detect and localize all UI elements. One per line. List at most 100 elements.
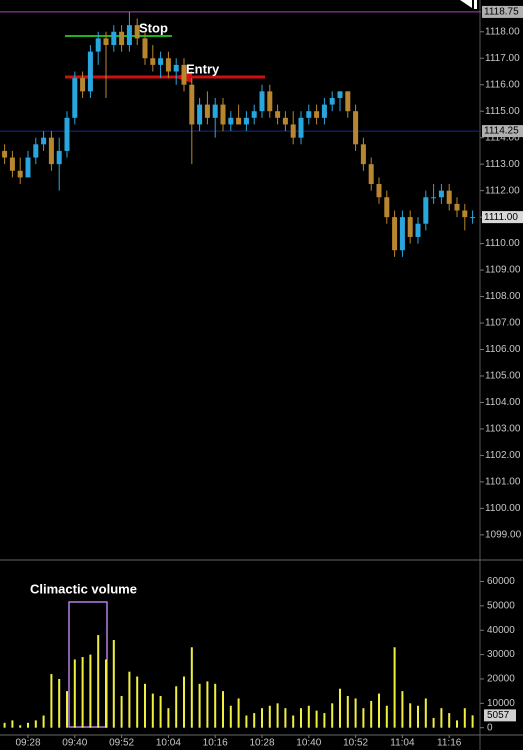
y-tick-label: 1106.00 (485, 344, 521, 355)
candle-body (56, 150, 62, 165)
volume-bar (151, 693, 154, 728)
candle-body (95, 38, 101, 52)
candle-body (329, 97, 335, 105)
y-tick-label: 0 (487, 722, 493, 733)
candle-body (181, 64, 187, 85)
y-tick-label: 10000 (487, 698, 515, 709)
volume-bar (136, 676, 139, 728)
x-tick-label: 10:28 (249, 738, 274, 749)
y-tick-label: 30000 (487, 649, 515, 660)
volume-bar (237, 698, 240, 728)
candle-body (298, 117, 304, 138)
volume-bar (112, 639, 115, 728)
volume-bar (331, 703, 334, 728)
x-tick-label: 09:28 (15, 738, 40, 749)
volume-bar (370, 700, 373, 728)
candle-body (87, 51, 93, 92)
price-label-box (482, 5, 523, 18)
candle-body (158, 58, 164, 65)
candle-body (438, 190, 444, 198)
candle-body (173, 64, 179, 72)
x-tick-label: 10:40 (296, 738, 321, 749)
last-volume-box (484, 709, 516, 722)
y-tick-label: 60000 (487, 576, 515, 587)
stop-label: Stop (139, 20, 168, 35)
y-tick-label: 1116.00 (485, 79, 520, 90)
y-tick-label: 1102.00 (485, 450, 521, 461)
volume-bar (268, 705, 271, 728)
volume-bar (385, 705, 388, 728)
y-tick-label: 1109.00 (485, 265, 521, 276)
last-price-label: 1111.00 (484, 212, 518, 223)
candle-body (431, 197, 437, 199)
candle-body (204, 104, 210, 118)
x-tick-label: 11:16 (437, 738, 462, 749)
y-tick-label: 1112.00 (485, 185, 520, 196)
price-label-box (482, 125, 523, 138)
volume-bar (159, 696, 162, 728)
candle-body (72, 78, 78, 118)
x-tick-label: 09:40 (62, 738, 87, 749)
candle-body (407, 217, 413, 237)
volume-bar (378, 693, 380, 728)
price-label: 1114.25 (484, 126, 519, 137)
volume-bar (409, 703, 412, 728)
volume-bar (120, 696, 123, 728)
volume-bar (300, 708, 302, 728)
y-tick-label: 1114.00 (485, 132, 520, 143)
scroll-icon[interactable] (460, 0, 472, 8)
candle-body (17, 170, 23, 178)
volume-bar (463, 708, 466, 728)
volume-bar (354, 698, 357, 728)
y-tick-label: 1104.00 (485, 397, 521, 408)
candle-body (290, 124, 296, 138)
y-tick-label: 1118.00 (485, 26, 520, 37)
volume-bar (346, 696, 349, 728)
volume-bar (440, 708, 443, 728)
volume-bar (222, 691, 224, 728)
volume-bar (105, 659, 107, 728)
volume-bar (27, 722, 29, 728)
candle-body (150, 58, 156, 65)
scroll-icon-bar[interactable] (474, 0, 477, 9)
candle-body (228, 117, 234, 125)
candle-body (236, 117, 242, 125)
x-tick-label: 10:52 (343, 738, 368, 749)
volume-bar (198, 683, 201, 728)
climactic-label: Climactic volume (30, 581, 137, 596)
last-price-box (482, 211, 523, 224)
volume-bar (89, 654, 92, 728)
y-tick-label: 1108.00 (485, 291, 521, 302)
volume-bar (276, 703, 279, 728)
candle-body (423, 197, 429, 224)
candle-body (275, 111, 281, 118)
candle-body (314, 111, 320, 118)
y-tick-label: 1113.00 (485, 159, 520, 170)
price-label: 1118.75 (484, 7, 519, 18)
volume-bar (323, 713, 326, 728)
volume-bar (307, 705, 310, 728)
candle-body (243, 117, 249, 125)
x-tick-label: 10:16 (203, 738, 228, 749)
volume-bar (261, 708, 263, 728)
volume-bar (456, 720, 458, 728)
candle-body (9, 157, 15, 171)
candle-body (384, 197, 390, 218)
volume-bar (128, 671, 131, 728)
y-tick-label: 1100.00 (485, 503, 521, 514)
y-tick-label: 1115.00 (485, 106, 520, 117)
volume-bar (424, 698, 427, 728)
candle-body (33, 144, 39, 158)
volume-bar (339, 688, 341, 728)
volume-bar (183, 676, 185, 728)
candle-body (25, 157, 31, 178)
x-tick-label: 09:52 (109, 738, 134, 749)
candle-body (111, 31, 117, 46)
candle-body (454, 203, 460, 211)
candle-body (368, 164, 374, 185)
volume-bar (42, 715, 45, 728)
volume-bar (417, 705, 419, 728)
volume-bar (66, 691, 68, 728)
